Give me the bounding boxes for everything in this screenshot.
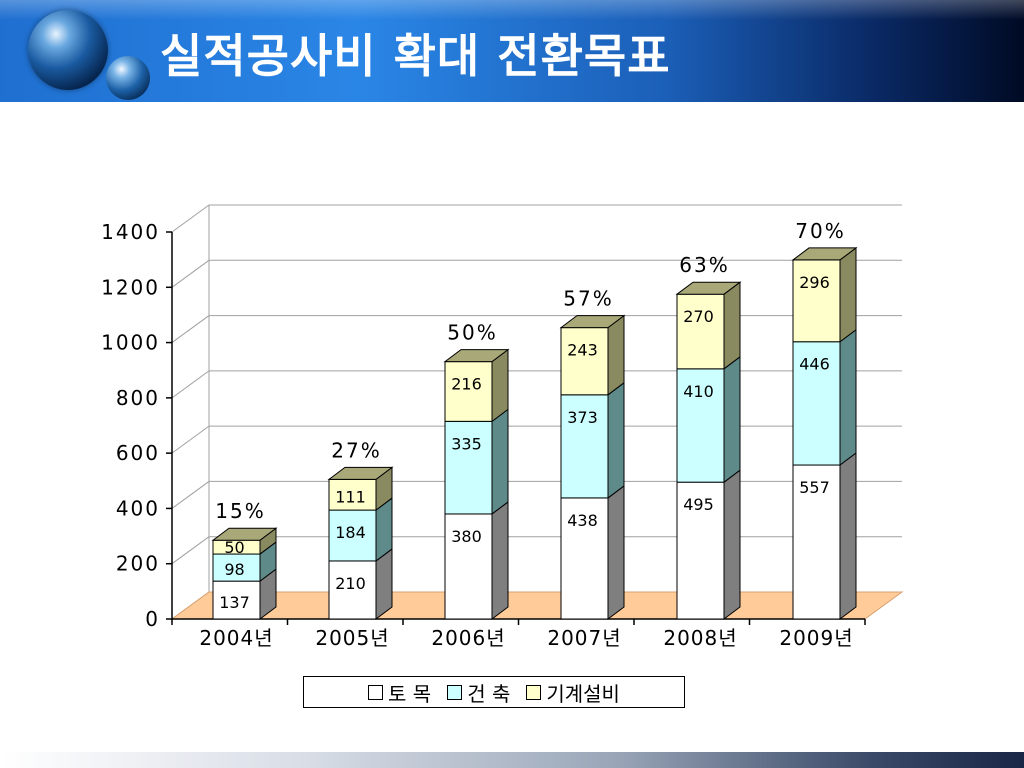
data-label: 270 [683, 307, 714, 326]
y-tick-label: 1200 [101, 275, 160, 299]
data-label: 373 [567, 408, 598, 427]
decorative-orb-large-icon [28, 10, 108, 90]
bar-segment [676, 481, 725, 620]
percent-label: 63% [679, 253, 729, 277]
bar-segment [328, 509, 377, 562]
percent-label: 50% [447, 321, 497, 345]
bar-top [443, 349, 510, 363]
bar-segment-side [723, 355, 741, 484]
bar-segment-side [607, 484, 625, 620]
bar-segment [444, 513, 493, 620]
x-category-label: 2006년 [431, 626, 505, 650]
bar-segment [444, 420, 493, 515]
decorative-orb-small-icon [106, 56, 150, 100]
legend-item-building: 건 축 [447, 678, 510, 707]
slide-title: 실적공사비 확대 전환목표 [160, 29, 671, 83]
data-label: 438 [567, 511, 598, 530]
data-label: 557 [799, 478, 830, 497]
bar-top [791, 247, 858, 261]
gridline-side [171, 425, 210, 454]
bar-segment-side [491, 500, 509, 620]
percent-label: 27% [331, 438, 381, 462]
legend-label-building: 건 축 [467, 681, 511, 706]
y-tick-label: 1000 [101, 331, 160, 355]
y-tick-label: 0 [145, 607, 160, 631]
bar-segment-side [839, 246, 857, 343]
bar-segment-side [723, 469, 741, 620]
bar-segment [676, 368, 725, 483]
legend-swatch-civil [368, 684, 384, 700]
data-label: 335 [451, 434, 482, 453]
bar-segment [792, 464, 841, 620]
bar-segment-side [723, 281, 741, 370]
bar-segment [444, 361, 493, 422]
header-sheen [0, 0, 1024, 20]
x-category-label: 2005년 [315, 626, 389, 650]
bar-top [211, 527, 278, 541]
bar-segment [212, 553, 261, 582]
legend-label-civil: 토 목 [388, 681, 432, 706]
bar-segment-side [607, 314, 625, 396]
gridline-side [171, 370, 210, 399]
data-label: 380 [451, 527, 482, 546]
y-tick-label: 800 [116, 386, 160, 410]
bar-segment-side [839, 328, 857, 467]
gridline-side [171, 259, 210, 288]
percent-label: 57% [563, 287, 613, 311]
legend-label-mechanical: 기계설비 [546, 681, 620, 706]
footer-gradient-bar [0, 752, 1024, 768]
bar-top [327, 466, 394, 480]
x-category-label: 2008년 [663, 626, 737, 650]
bar-top [675, 281, 742, 295]
slide-header: 실적공사비 확대 전환목표 [0, 0, 1024, 102]
bar-segment-side [491, 408, 509, 515]
percent-label: 15% [215, 499, 265, 523]
data-label: 50 [224, 538, 244, 557]
data-label: 296 [799, 273, 830, 292]
y-tick-label: 400 [116, 496, 160, 520]
bar-segment [328, 478, 377, 511]
chart-legend: 토 목 건 축 기계설비 [303, 676, 685, 708]
gridline-side [171, 204, 210, 233]
bar-segment [560, 394, 609, 499]
bar-segment-side [607, 381, 625, 499]
gridline-side [171, 315, 210, 343]
legend-item-civil: 토 목 [368, 678, 431, 707]
gridline-side [171, 536, 210, 565]
data-label: 243 [567, 341, 598, 360]
data-label: 98 [224, 560, 244, 579]
data-label: 210 [335, 574, 366, 593]
data-label: 495 [683, 495, 714, 514]
data-label: 410 [683, 382, 714, 401]
data-label: 216 [451, 375, 482, 394]
bar-segment [676, 293, 725, 370]
x-category-label: 2009년 [779, 626, 853, 650]
data-label: 137 [219, 593, 250, 612]
data-label: 446 [799, 355, 830, 374]
x-category-label: 2007년 [547, 626, 621, 650]
data-label: 184 [335, 523, 366, 542]
y-tick-label: 600 [116, 441, 160, 465]
x-category-label: 2004년 [199, 626, 273, 650]
legend-item-mechanical: 기계설비 [526, 678, 620, 707]
bar-segment [560, 327, 609, 396]
data-label: 111 [335, 487, 366, 506]
y-tick-label: 1400 [101, 220, 160, 244]
bar-segment-side [839, 452, 857, 620]
legend-swatch-building [447, 684, 463, 700]
legend-swatch-mechanical [526, 684, 542, 700]
gridline-side [171, 481, 210, 509]
bar-segment [328, 560, 377, 620]
y-tick-label: 200 [116, 552, 160, 576]
bar-top [559, 315, 626, 329]
percent-label: 70% [795, 219, 845, 243]
